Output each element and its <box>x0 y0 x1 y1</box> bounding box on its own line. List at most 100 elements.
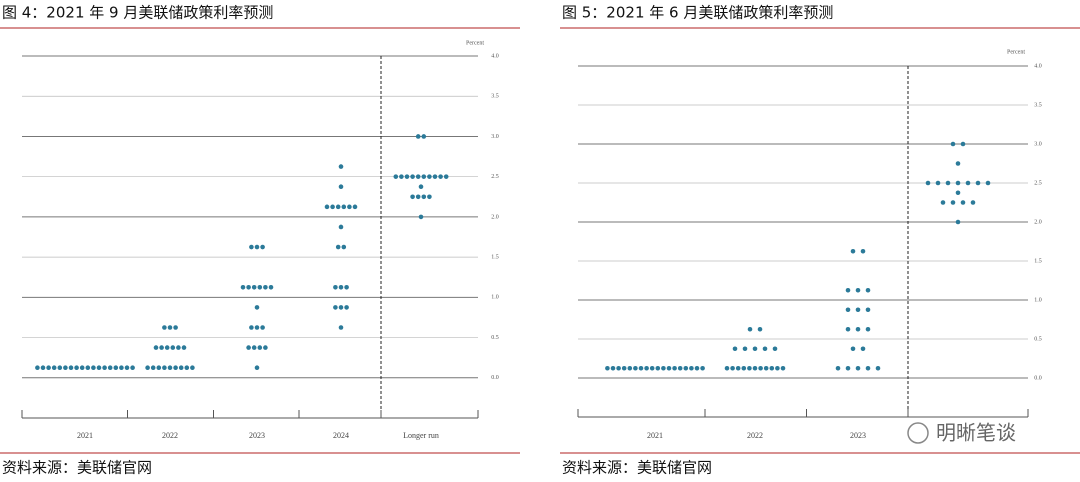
dot <box>338 305 344 310</box>
dot <box>130 365 135 371</box>
dot <box>173 325 178 330</box>
dot <box>254 325 260 330</box>
dot <box>757 326 763 332</box>
dot <box>421 134 427 139</box>
dot <box>57 365 63 371</box>
y-tick-label: 0.0 <box>491 375 499 381</box>
dot <box>263 345 268 350</box>
dot <box>835 365 841 371</box>
dot <box>91 365 96 371</box>
dot <box>167 365 173 371</box>
dot <box>955 180 961 186</box>
dot <box>955 190 961 196</box>
dot <box>672 365 677 371</box>
dot <box>752 346 758 352</box>
dot <box>616 365 621 371</box>
y-tick-label: 0.0 <box>1034 375 1042 381</box>
dot <box>443 174 449 179</box>
dot <box>661 365 666 371</box>
dot <box>347 204 352 210</box>
dot <box>950 141 956 147</box>
dot <box>74 365 79 371</box>
dot <box>875 365 881 371</box>
dot <box>68 365 74 371</box>
dot <box>644 365 649 371</box>
dot <box>415 174 421 179</box>
dot <box>752 365 758 371</box>
dot <box>955 219 961 225</box>
dot <box>338 164 344 169</box>
dot <box>85 365 91 371</box>
dot <box>164 345 170 350</box>
dot <box>246 345 251 350</box>
dot <box>341 204 347 210</box>
dot <box>955 161 961 166</box>
dot <box>124 365 130 371</box>
dot <box>769 365 775 371</box>
dot <box>855 287 861 293</box>
y-tick-label: 2.5 <box>491 174 499 180</box>
dot <box>249 325 254 330</box>
dot <box>173 365 178 371</box>
dot <box>850 248 856 254</box>
dot <box>742 346 748 352</box>
y-tick-label: 0.5 <box>1034 336 1042 342</box>
dot <box>865 307 871 313</box>
dot <box>170 345 176 350</box>
dot <box>694 365 700 371</box>
dot <box>845 326 851 332</box>
y-tick-label: 2.0 <box>491 214 499 220</box>
dot <box>184 365 190 371</box>
dot <box>251 345 257 350</box>
dot <box>418 214 424 220</box>
dot <box>260 244 265 250</box>
y-tick-label: 1.0 <box>491 295 499 301</box>
dot <box>724 365 730 371</box>
x-tick-label: 2023 <box>249 431 265 440</box>
y-tick-label: 4.0 <box>491 53 499 59</box>
dot <box>246 284 251 290</box>
dot <box>251 284 257 290</box>
dot <box>621 365 627 371</box>
dot <box>432 174 438 179</box>
dot <box>689 365 694 371</box>
dot <box>352 204 358 210</box>
dot <box>333 284 338 290</box>
dot <box>747 365 752 371</box>
dot <box>40 365 46 371</box>
dot <box>410 194 415 200</box>
dot <box>772 346 778 352</box>
dot <box>855 365 861 371</box>
dot <box>107 365 113 371</box>
dot <box>985 180 991 186</box>
dot <box>254 305 260 310</box>
y-tick-label: 4.0 <box>1034 63 1042 69</box>
dot <box>330 204 335 210</box>
dot <box>860 248 866 254</box>
dot <box>263 284 268 290</box>
dot <box>119 365 124 371</box>
dot <box>338 284 344 290</box>
watermark-icon <box>907 422 929 444</box>
dot <box>153 345 159 350</box>
dot <box>410 174 415 179</box>
dot <box>51 365 57 371</box>
y-tick-label: 1.5 <box>491 254 499 260</box>
dot <box>268 284 274 290</box>
dot <box>415 194 421 200</box>
dot <box>438 174 443 179</box>
dot <box>780 365 786 371</box>
dot <box>960 141 966 147</box>
dot <box>741 365 747 371</box>
dot <box>190 365 195 371</box>
dot <box>860 346 866 352</box>
dot <box>96 365 102 371</box>
dot <box>683 365 689 371</box>
dot <box>418 184 424 190</box>
dot <box>865 287 871 293</box>
dot <box>162 365 167 371</box>
watermark: 明晰笔谈 <box>936 421 1016 445</box>
dot <box>393 174 399 179</box>
dot <box>338 224 344 230</box>
